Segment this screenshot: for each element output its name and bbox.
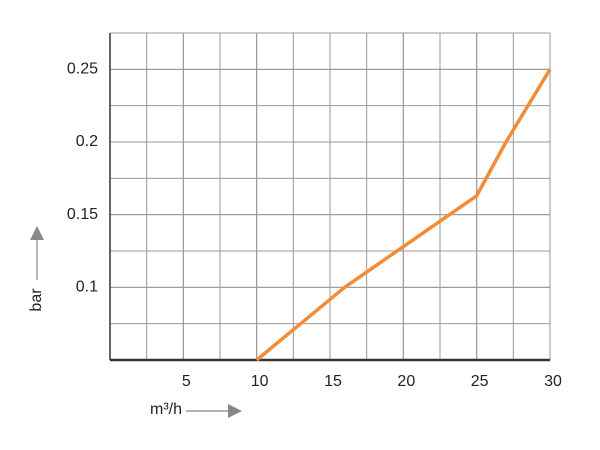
y-tick-label: 0.1: [76, 279, 98, 296]
x-arrow: [186, 404, 242, 418]
x-tick-label: 5: [182, 373, 191, 390]
data-line: [255, 68, 552, 362]
x-tick-label: 30: [544, 373, 562, 390]
y-arrow: [30, 226, 44, 280]
y-tick-label: 0.2: [76, 133, 98, 150]
y-tick-label: 0.15: [67, 206, 98, 223]
x-tick-label: 10: [251, 373, 269, 390]
x-axis-label: m³/h: [150, 401, 182, 418]
x-tick-label: 25: [471, 373, 489, 390]
x-tick-label: 15: [324, 373, 342, 390]
y-tick-label: 0.25: [67, 61, 98, 78]
x-tick-label: 20: [397, 373, 415, 390]
y-axis-label: bar: [28, 288, 45, 312]
